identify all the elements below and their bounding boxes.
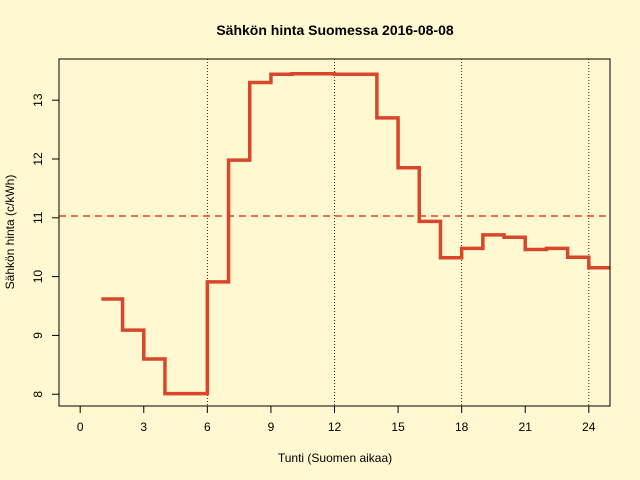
series-group bbox=[101, 71, 610, 396]
y-tick-label-11: 11 bbox=[31, 211, 45, 224]
x-tick-label-12: 12 bbox=[328, 420, 342, 434]
y-tick-label-8: 8 bbox=[31, 391, 45, 398]
x-axis-label: Tunti (Suomen aikaa) bbox=[278, 451, 392, 465]
y-axis-label: Sähkön hinta (c/kWh) bbox=[3, 175, 17, 290]
y-tick-label-12: 12 bbox=[31, 152, 45, 166]
x-axis: 0 3 6 9 12 15 18 21 24 bbox=[77, 405, 596, 434]
series-line-0 bbox=[101, 71, 610, 396]
x-tick-label-21: 21 bbox=[519, 420, 533, 434]
x-tick-label-18: 18 bbox=[455, 420, 469, 434]
y-tick-label-9: 9 bbox=[31, 332, 45, 339]
chart-title: Sähkön hinta Suomessa 2016-08-08 bbox=[216, 22, 454, 38]
x-tick-label-9: 9 bbox=[268, 420, 275, 434]
x-tick-label-0: 0 bbox=[77, 420, 84, 434]
x-tick-label-6: 6 bbox=[204, 420, 211, 434]
x-tick-label-24: 24 bbox=[582, 420, 596, 434]
vertical-gridlines bbox=[206, 59, 590, 406]
y-axis: 8 9 10 11 12 13 bbox=[31, 93, 60, 398]
x-tick-label-3: 3 bbox=[140, 420, 147, 434]
x-tick-label-15: 15 bbox=[391, 420, 405, 434]
y-tick-label-13: 13 bbox=[31, 93, 45, 107]
y-tick-label-10: 10 bbox=[31, 270, 45, 284]
